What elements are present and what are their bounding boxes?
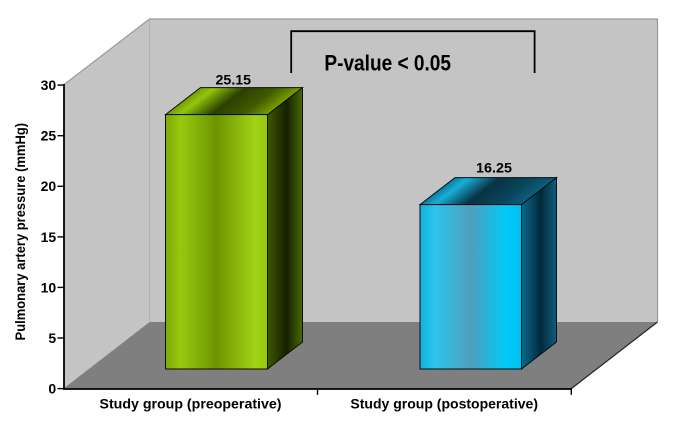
svg-text:0: 0 — [48, 381, 56, 397]
svg-text:25: 25 — [41, 128, 57, 144]
svg-text:P-value < 0.05: P-value < 0.05 — [324, 51, 451, 76]
svg-text:5: 5 — [48, 330, 56, 346]
svg-text:10: 10 — [41, 279, 57, 295]
svg-text:Study group (preoperative): Study group (preoperative) — [100, 397, 282, 412]
svg-text:20: 20 — [41, 178, 57, 194]
svg-text:Study group (postoperative): Study group (postoperative) — [350, 397, 538, 412]
svg-text:25.15: 25.15 — [216, 71, 252, 87]
svg-text:Pulmonary artery pressure (mmH: Pulmonary artery pressure (mmHg) — [13, 123, 28, 341]
svg-text:15: 15 — [41, 229, 57, 245]
svg-text:30: 30 — [41, 77, 57, 93]
svg-text:16.25: 16.25 — [476, 160, 512, 176]
